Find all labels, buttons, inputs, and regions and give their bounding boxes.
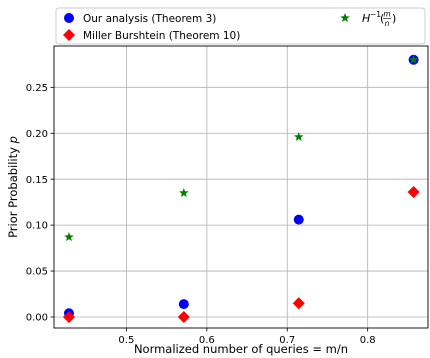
legend-label-3: H −1(mn): [362, 10, 396, 29]
y-tick-label: 0.15: [26, 175, 48, 186]
y-tick-label: 0.00: [26, 313, 48, 324]
legend-label-2: Miller Burshtein (Theorem 10): [83, 30, 240, 42]
y-tick-label: 0.05: [26, 267, 48, 278]
data-point: [293, 214, 304, 225]
plot-area: [54, 46, 428, 328]
svg-text:Prior Probability p: Prior Probability p: [6, 136, 20, 238]
y-axis-label-text: Prior Probability: [6, 143, 20, 238]
legend-frame: [55, 7, 426, 45]
x-axis-ticks: 0.5 0.6 0.7 0.8: [118, 328, 376, 346]
y-tick-label: 0.10: [26, 221, 48, 232]
grid: [54, 46, 428, 328]
data-marks: [62, 54, 420, 323]
x-tick-label: 0.7: [279, 335, 295, 346]
legend-marker-2: [63, 29, 75, 41]
y-tick-label: 0.25: [26, 83, 48, 94]
svg-text:H: H: [362, 12, 370, 25]
data-point: [179, 187, 189, 198]
x-tick-label: 0.5: [118, 335, 134, 346]
legend-marker-3: [340, 13, 350, 23]
data-point: [293, 131, 304, 141]
svg-text:): ): [392, 12, 396, 25]
data-point: [62, 310, 75, 323]
data-point: [407, 186, 420, 199]
x-tick-label: 0.6: [199, 335, 215, 346]
data-point: [292, 297, 305, 310]
legend-label-1: Our analysis (Theorem 3): [83, 13, 216, 25]
data-point: [178, 299, 189, 310]
y-axis-label: Prior Probability p: [6, 136, 20, 238]
y-axis-ticks: 0.00 0.05 0.10 0.15 0.20 0.25: [26, 83, 54, 324]
svg-text:(: (: [380, 12, 384, 25]
plot-frame: [53, 45, 429, 329]
data-point: [177, 310, 190, 323]
series-2: [62, 186, 420, 323]
x-tick-label: 0.8: [360, 335, 376, 346]
svg-text:n: n: [385, 19, 390, 28]
data-point: [408, 54, 419, 64]
y-tick-label: 0.20: [26, 129, 48, 140]
x-axis-label: Normalized number of queries = m/n: [134, 342, 348, 356]
legend: Our analysis (Theorem 3) Miller Burshtein…: [55, 7, 426, 45]
y-axis-label-symbol: p: [6, 136, 20, 144]
legend-marker-1: [64, 13, 74, 23]
data-point: [64, 232, 74, 242]
series-3: [64, 54, 419, 242]
svg-text:−1: −1: [370, 10, 381, 19]
svg-text:m: m: [383, 10, 390, 19]
